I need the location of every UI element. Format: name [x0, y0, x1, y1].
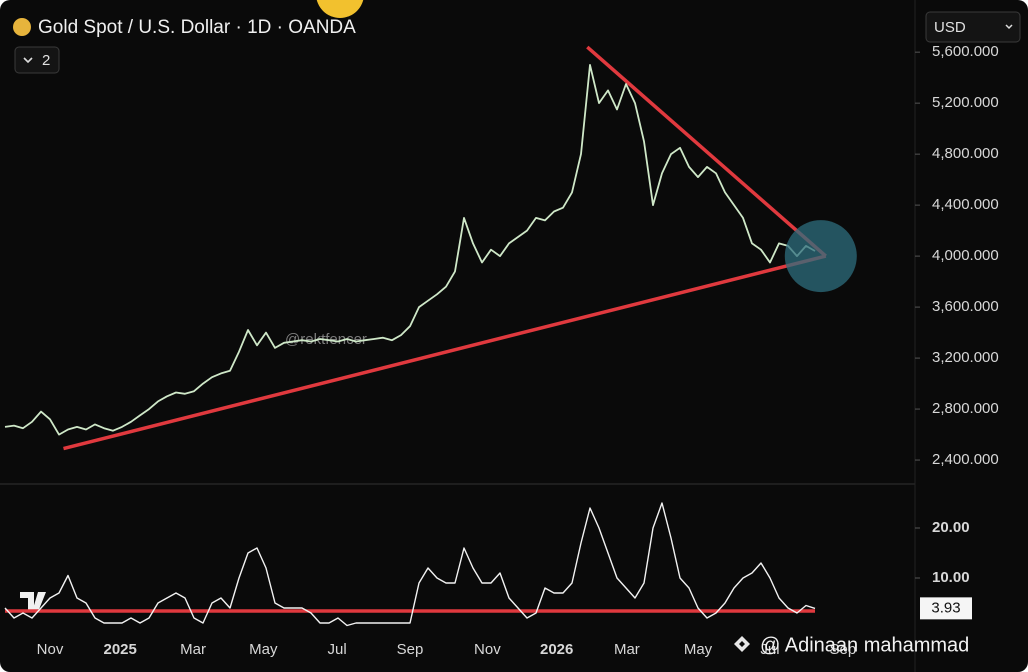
x-tick-label: 2025 [104, 641, 137, 658]
series-line [4, 64, 816, 436]
credit-icon [734, 636, 750, 652]
y-tick-label: 2,400.000 [932, 451, 999, 468]
y-tick-label: 3,200.000 [932, 349, 999, 366]
interval-count[interactable]: 2 [42, 52, 50, 69]
logo-shape [20, 592, 46, 612]
currency-select[interactable]: USD [925, 11, 1021, 43]
tv-logo [20, 592, 46, 612]
x-tick-label: Sep [830, 641, 857, 658]
x-tick-label: Jul [328, 641, 347, 658]
y-tick-label: 10.00 [932, 569, 970, 586]
x-tick-label: Nov [474, 641, 501, 658]
highlight-circle [784, 220, 857, 293]
x-tick-label: Mar [180, 641, 206, 658]
credit-text: @ Adinaan mahammad [760, 634, 969, 656]
select-frame[interactable] [925, 11, 1021, 43]
x-tick-label: Mar [614, 641, 640, 658]
y-tick-label: 4,800.000 [932, 145, 999, 162]
x-tick-label: May [684, 641, 713, 658]
x-tick-label: 2026 [540, 641, 573, 658]
trendline [586, 45, 827, 258]
y-tick-label: 20.00 [932, 519, 970, 536]
y-tick-label: 5,600.000 [932, 43, 999, 60]
chevron-icon [1005, 24, 1013, 30]
currency-label[interactable]: USD [934, 19, 966, 36]
button-frame[interactable] [14, 46, 60, 74]
x-tick-label: May [249, 641, 278, 658]
series-line [4, 502, 816, 627]
y-tick-label: 4,400.000 [932, 196, 999, 213]
chevron-icon [23, 57, 33, 64]
credit-watermark: @ Adinaan mahammad [734, 634, 969, 656]
symbol-logo [13, 18, 31, 36]
x-tick-label: Nov [37, 641, 64, 658]
y-tick-label: 3,600.000 [932, 298, 999, 315]
x-tick-label: Jul [760, 641, 779, 658]
last-value-label: 3.93 [931, 599, 960, 616]
x-tick-label: Sep [397, 641, 424, 658]
interval-button[interactable]: 2 [14, 46, 60, 74]
badge [316, 0, 364, 18]
y-tick-label: 4,000.000 [932, 247, 999, 264]
chart-title: Gold Spot / U.S. Dollar · 1D · OANDA [38, 17, 356, 38]
trendline [63, 254, 827, 451]
y-tick-label: 2,800.000 [932, 400, 999, 417]
y-tick-label: 5,200.000 [932, 94, 999, 111]
last-value-badge [920, 597, 972, 620]
